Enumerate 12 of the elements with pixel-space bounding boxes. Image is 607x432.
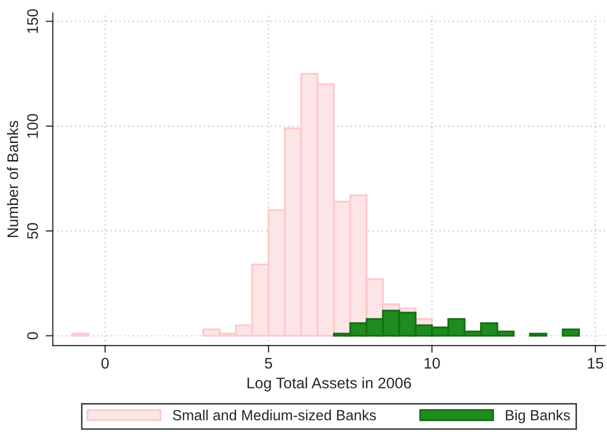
x-tick-label: 5 [264, 358, 272, 369]
x-tick-label: 15 [588, 358, 604, 369]
x-tick-label: 0 [101, 358, 109, 369]
legend-label: Big Banks [506, 410, 570, 424]
y-tick-label: 0 [27, 332, 38, 340]
y-tick-label: 50 [27, 223, 38, 239]
legend-label: Small and Medium-sized Banks [172, 410, 376, 420]
y-tick-label: 150 [27, 9, 38, 33]
y-axis-title: Number of Banks [6, 120, 18, 238]
y-tick-label: 100 [27, 114, 38, 138]
x-tick-label: 10 [424, 358, 440, 369]
x-axis-title: Log Total Assets in 2006 [248, 377, 412, 392]
